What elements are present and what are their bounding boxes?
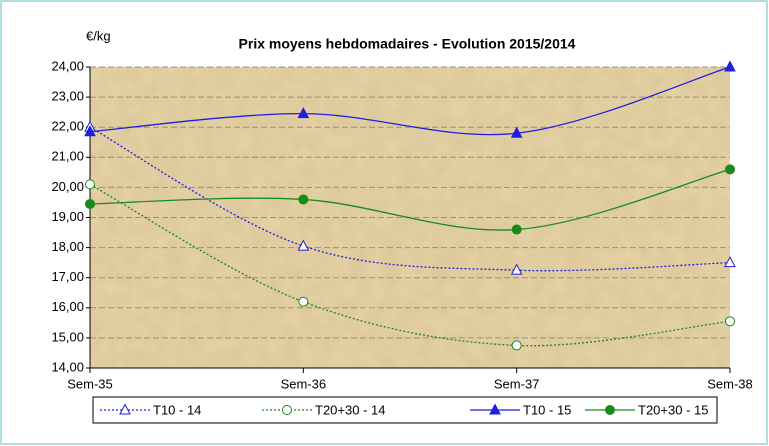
data-point <box>511 224 522 235</box>
data-point <box>725 316 735 327</box>
x-tick-label: Sem-35 <box>67 376 113 391</box>
y-tick-label: 14,00 <box>51 359 84 374</box>
y-tick-label: 17,00 <box>51 269 84 284</box>
series-line <box>89 168 731 231</box>
legend-label: T10 - 14 <box>153 402 201 417</box>
y-tick-label: 23,00 <box>51 89 84 104</box>
y-tick-label: 20,00 <box>51 179 84 194</box>
legend-label: T20+30 - 15 <box>638 402 708 417</box>
data-point <box>298 296 309 307</box>
y-tick-label: 18,00 <box>51 239 84 254</box>
series-line <box>89 183 731 347</box>
chart-title: Prix moyens hebdomadaires - Evolution 20… <box>239 36 576 52</box>
y-tick-label: 19,00 <box>51 209 84 224</box>
data-point <box>85 198 95 209</box>
data-point <box>724 256 736 268</box>
data-point <box>297 107 310 119</box>
data-point <box>510 263 523 275</box>
data-point <box>85 179 95 190</box>
y-tick-label: 16,00 <box>51 299 84 314</box>
legend-marker <box>119 403 131 415</box>
legend-label: T10 - 15 <box>523 402 571 417</box>
x-tick-label: Sem-37 <box>494 376 540 391</box>
series-line <box>89 126 731 272</box>
y-axis-label: €/kg <box>86 28 111 43</box>
data-point <box>84 125 96 137</box>
series-line <box>89 66 731 136</box>
data-point <box>724 60 736 72</box>
data-point <box>298 194 309 205</box>
legend-marker <box>489 403 501 415</box>
y-tick-label: 15,00 <box>51 329 84 344</box>
y-tick-label: 24,00 <box>51 58 84 73</box>
y-tick-label: 22,00 <box>51 119 84 134</box>
y-tick-label: 21,00 <box>51 149 84 164</box>
x-tick-label: Sem-38 <box>707 376 753 391</box>
legend-marker <box>605 405 615 415</box>
data-point <box>725 164 735 175</box>
x-tick-label: Sem-36 <box>281 376 327 391</box>
legend-marker <box>282 405 292 415</box>
legend-label: T20+30 - 14 <box>315 402 385 417</box>
data-point <box>510 126 523 138</box>
data-point <box>297 239 310 251</box>
data-point <box>511 340 522 351</box>
